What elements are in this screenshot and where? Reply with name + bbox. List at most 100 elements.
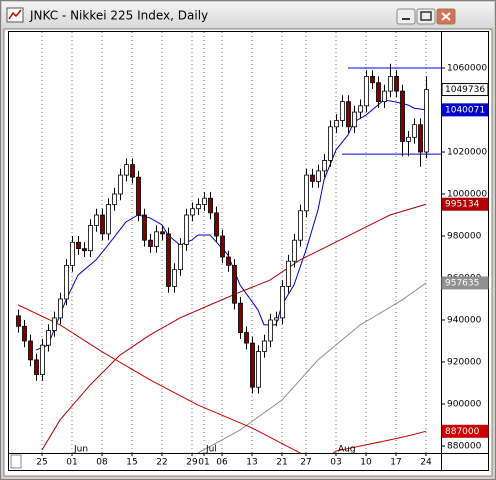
candle-body xyxy=(70,241,75,266)
candle-body xyxy=(214,212,219,237)
y-tick-label: 980000 xyxy=(447,232,482,242)
shift-marker xyxy=(10,454,22,469)
candle-body xyxy=(106,204,111,235)
x-tick-label: 10 xyxy=(360,458,372,468)
candle-body xyxy=(166,233,171,287)
candle-body xyxy=(46,330,51,346)
candle-body xyxy=(220,235,225,258)
candle-body xyxy=(364,76,369,107)
candle-body xyxy=(262,340,267,352)
moving-average xyxy=(17,304,427,453)
candle-body xyxy=(316,170,321,182)
candle-body xyxy=(394,76,399,92)
x-tick-label: 21 xyxy=(276,458,287,468)
candle-body xyxy=(382,90,387,103)
candle-body xyxy=(226,256,231,266)
x-tick-label: 06 xyxy=(216,458,228,468)
x-tick-label: 24 xyxy=(420,458,432,468)
moving-average xyxy=(197,282,427,453)
candle-body xyxy=(64,265,69,300)
x-tick-label: 08 xyxy=(96,458,108,468)
candle-body xyxy=(274,317,279,321)
candle-body xyxy=(148,239,153,247)
candle-body xyxy=(412,124,417,138)
price-tag xyxy=(441,197,489,211)
y-tick-label: 1000000 xyxy=(447,190,487,200)
x-tick-label: 01 xyxy=(66,458,77,468)
candle-body xyxy=(160,231,165,235)
candle-body xyxy=(184,214,189,245)
y-tick-label: 1020000 xyxy=(447,148,487,158)
y-tick-label: 940000 xyxy=(447,316,482,326)
candle-body xyxy=(118,174,123,195)
candle-body xyxy=(22,325,27,342)
candle-body xyxy=(340,101,345,121)
minimize-button[interactable] xyxy=(396,8,416,25)
chart-border xyxy=(8,31,489,471)
candle-body xyxy=(370,76,375,84)
moving-average xyxy=(35,99,427,351)
candle-body xyxy=(244,332,249,344)
candle-body xyxy=(112,193,117,205)
candle-body xyxy=(172,269,177,287)
candle-body xyxy=(34,359,39,376)
candle-body xyxy=(202,197,207,205)
x-tick-label: 17 xyxy=(390,458,401,468)
x-tick-label: 29 xyxy=(186,458,198,468)
candle-body xyxy=(40,344,45,376)
candle-body xyxy=(154,231,159,247)
chart-area xyxy=(3,28,493,477)
candle-body xyxy=(100,214,105,235)
candle-body xyxy=(28,340,33,361)
candle-body xyxy=(310,174,315,182)
candle-body xyxy=(352,111,357,128)
price-tag-label: 1040071 xyxy=(445,105,485,115)
plot xyxy=(16,32,441,453)
candle-body xyxy=(190,208,195,216)
moving-average xyxy=(41,203,427,451)
x-tick-label: 22 xyxy=(156,458,167,468)
candle-body xyxy=(142,214,147,241)
month-label: Aug xyxy=(338,445,356,455)
month-label: Jul xyxy=(205,445,217,455)
maximize-button[interactable] xyxy=(416,8,436,25)
x-tick-label: 13 xyxy=(246,458,257,468)
candle-body xyxy=(94,214,99,226)
candle-body xyxy=(406,136,411,142)
candle-body xyxy=(256,351,261,388)
candle-body xyxy=(76,241,81,250)
price-tag xyxy=(441,103,489,117)
candle-body xyxy=(328,126,333,161)
candle-body xyxy=(124,164,129,176)
candle-body xyxy=(418,124,423,153)
candle-body xyxy=(238,302,243,334)
window-title: JNKC - Nikkei 225 Index, Daily xyxy=(29,9,208,23)
price-tag-label: 1049736 xyxy=(445,85,485,95)
candle-body xyxy=(58,298,63,319)
candle-body xyxy=(358,105,363,113)
price-tag-label: 957635 xyxy=(445,278,479,288)
candle-body xyxy=(388,76,393,92)
x-tick-label: 01 xyxy=(198,458,209,468)
price-tag xyxy=(441,276,489,290)
candle-body xyxy=(286,260,291,287)
x-tick-label: 27 xyxy=(300,458,311,468)
candle-body xyxy=(292,239,297,262)
x-tick-label: 15 xyxy=(126,458,137,468)
price-tag-label: 995134 xyxy=(445,200,480,210)
candle-body xyxy=(136,176,141,216)
candle-body xyxy=(346,101,351,128)
candle-body xyxy=(82,248,87,252)
app-icon xyxy=(6,7,24,23)
candle-body xyxy=(376,82,381,103)
candle-body xyxy=(88,225,93,252)
y-tick-label: 1060000 xyxy=(447,64,487,74)
candle-body xyxy=(322,160,327,172)
month-label: Jun xyxy=(73,445,88,455)
candle-body xyxy=(130,164,135,178)
candle-body xyxy=(280,286,285,319)
x-tick-label: 25 xyxy=(36,458,47,468)
close-button[interactable] xyxy=(436,8,456,25)
candle-body xyxy=(196,204,201,210)
